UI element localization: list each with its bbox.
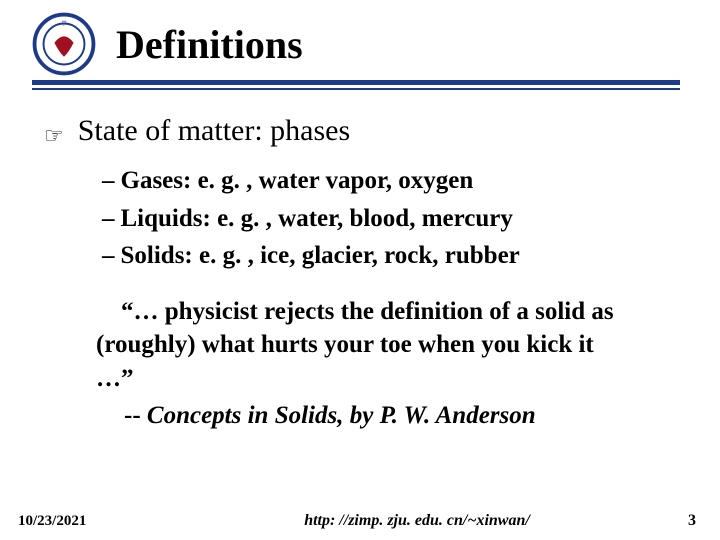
dash-icon: – — [102, 242, 115, 269]
sub-bullet-text: Liquids: e. g. , water, blood, mercury — [121, 205, 513, 232]
quote-body: “… physicist rejects the definition of a… — [96, 298, 614, 393]
bullet-level1: ☞ State of matter: phases — [44, 114, 676, 148]
title-rule — [32, 80, 680, 90]
footer-page-number: 3 — [666, 512, 696, 530]
sub-bullet: –Liquids: e. g. , water, blood, mercury — [102, 200, 676, 238]
sub-bullet-text: Gases: e. g. , water vapor, oxygen — [121, 167, 474, 194]
university-logo: 学 — [32, 12, 96, 76]
quote-attribution: -- Concepts in Solids, by P. W. Anderson — [124, 402, 676, 430]
sub-bullet: –Gases: e. g. , water vapor, oxygen — [102, 162, 676, 200]
attribution-work: Concepts in Solids — [147, 402, 337, 429]
dash-icon: – — [102, 205, 115, 232]
slide-title: Definitions — [116, 21, 303, 68]
sub-bullet-text: Solids: e. g. , ice, glacier, rock, rubb… — [121, 242, 520, 269]
attribution-prefix: -- — [124, 402, 147, 429]
footer-date: 10/23/2021 — [18, 513, 168, 530]
slide-footer: 10/23/2021 http: //zimp. zju. edu. cn/~x… — [0, 512, 720, 530]
footer-url: http: //zimp. zju. edu. cn/~xinwan/ — [168, 512, 666, 530]
quote-text: “… physicist rejects the definition of a… — [96, 295, 636, 396]
attribution-author: , by P. W. Anderson — [337, 402, 535, 429]
pointing-hand-icon: ☞ — [44, 125, 64, 147]
svg-text:学: 学 — [61, 20, 66, 27]
slide-header: 学 Definitions — [0, 0, 720, 76]
sub-bullet: –Solids: e. g. , ice, glacier, rock, rub… — [102, 237, 676, 275]
slide-content: ☞ State of matter: phases –Gases: e. g. … — [0, 90, 720, 430]
dash-icon: – — [102, 167, 115, 194]
main-bullet-text: State of matter: phases — [78, 114, 350, 148]
